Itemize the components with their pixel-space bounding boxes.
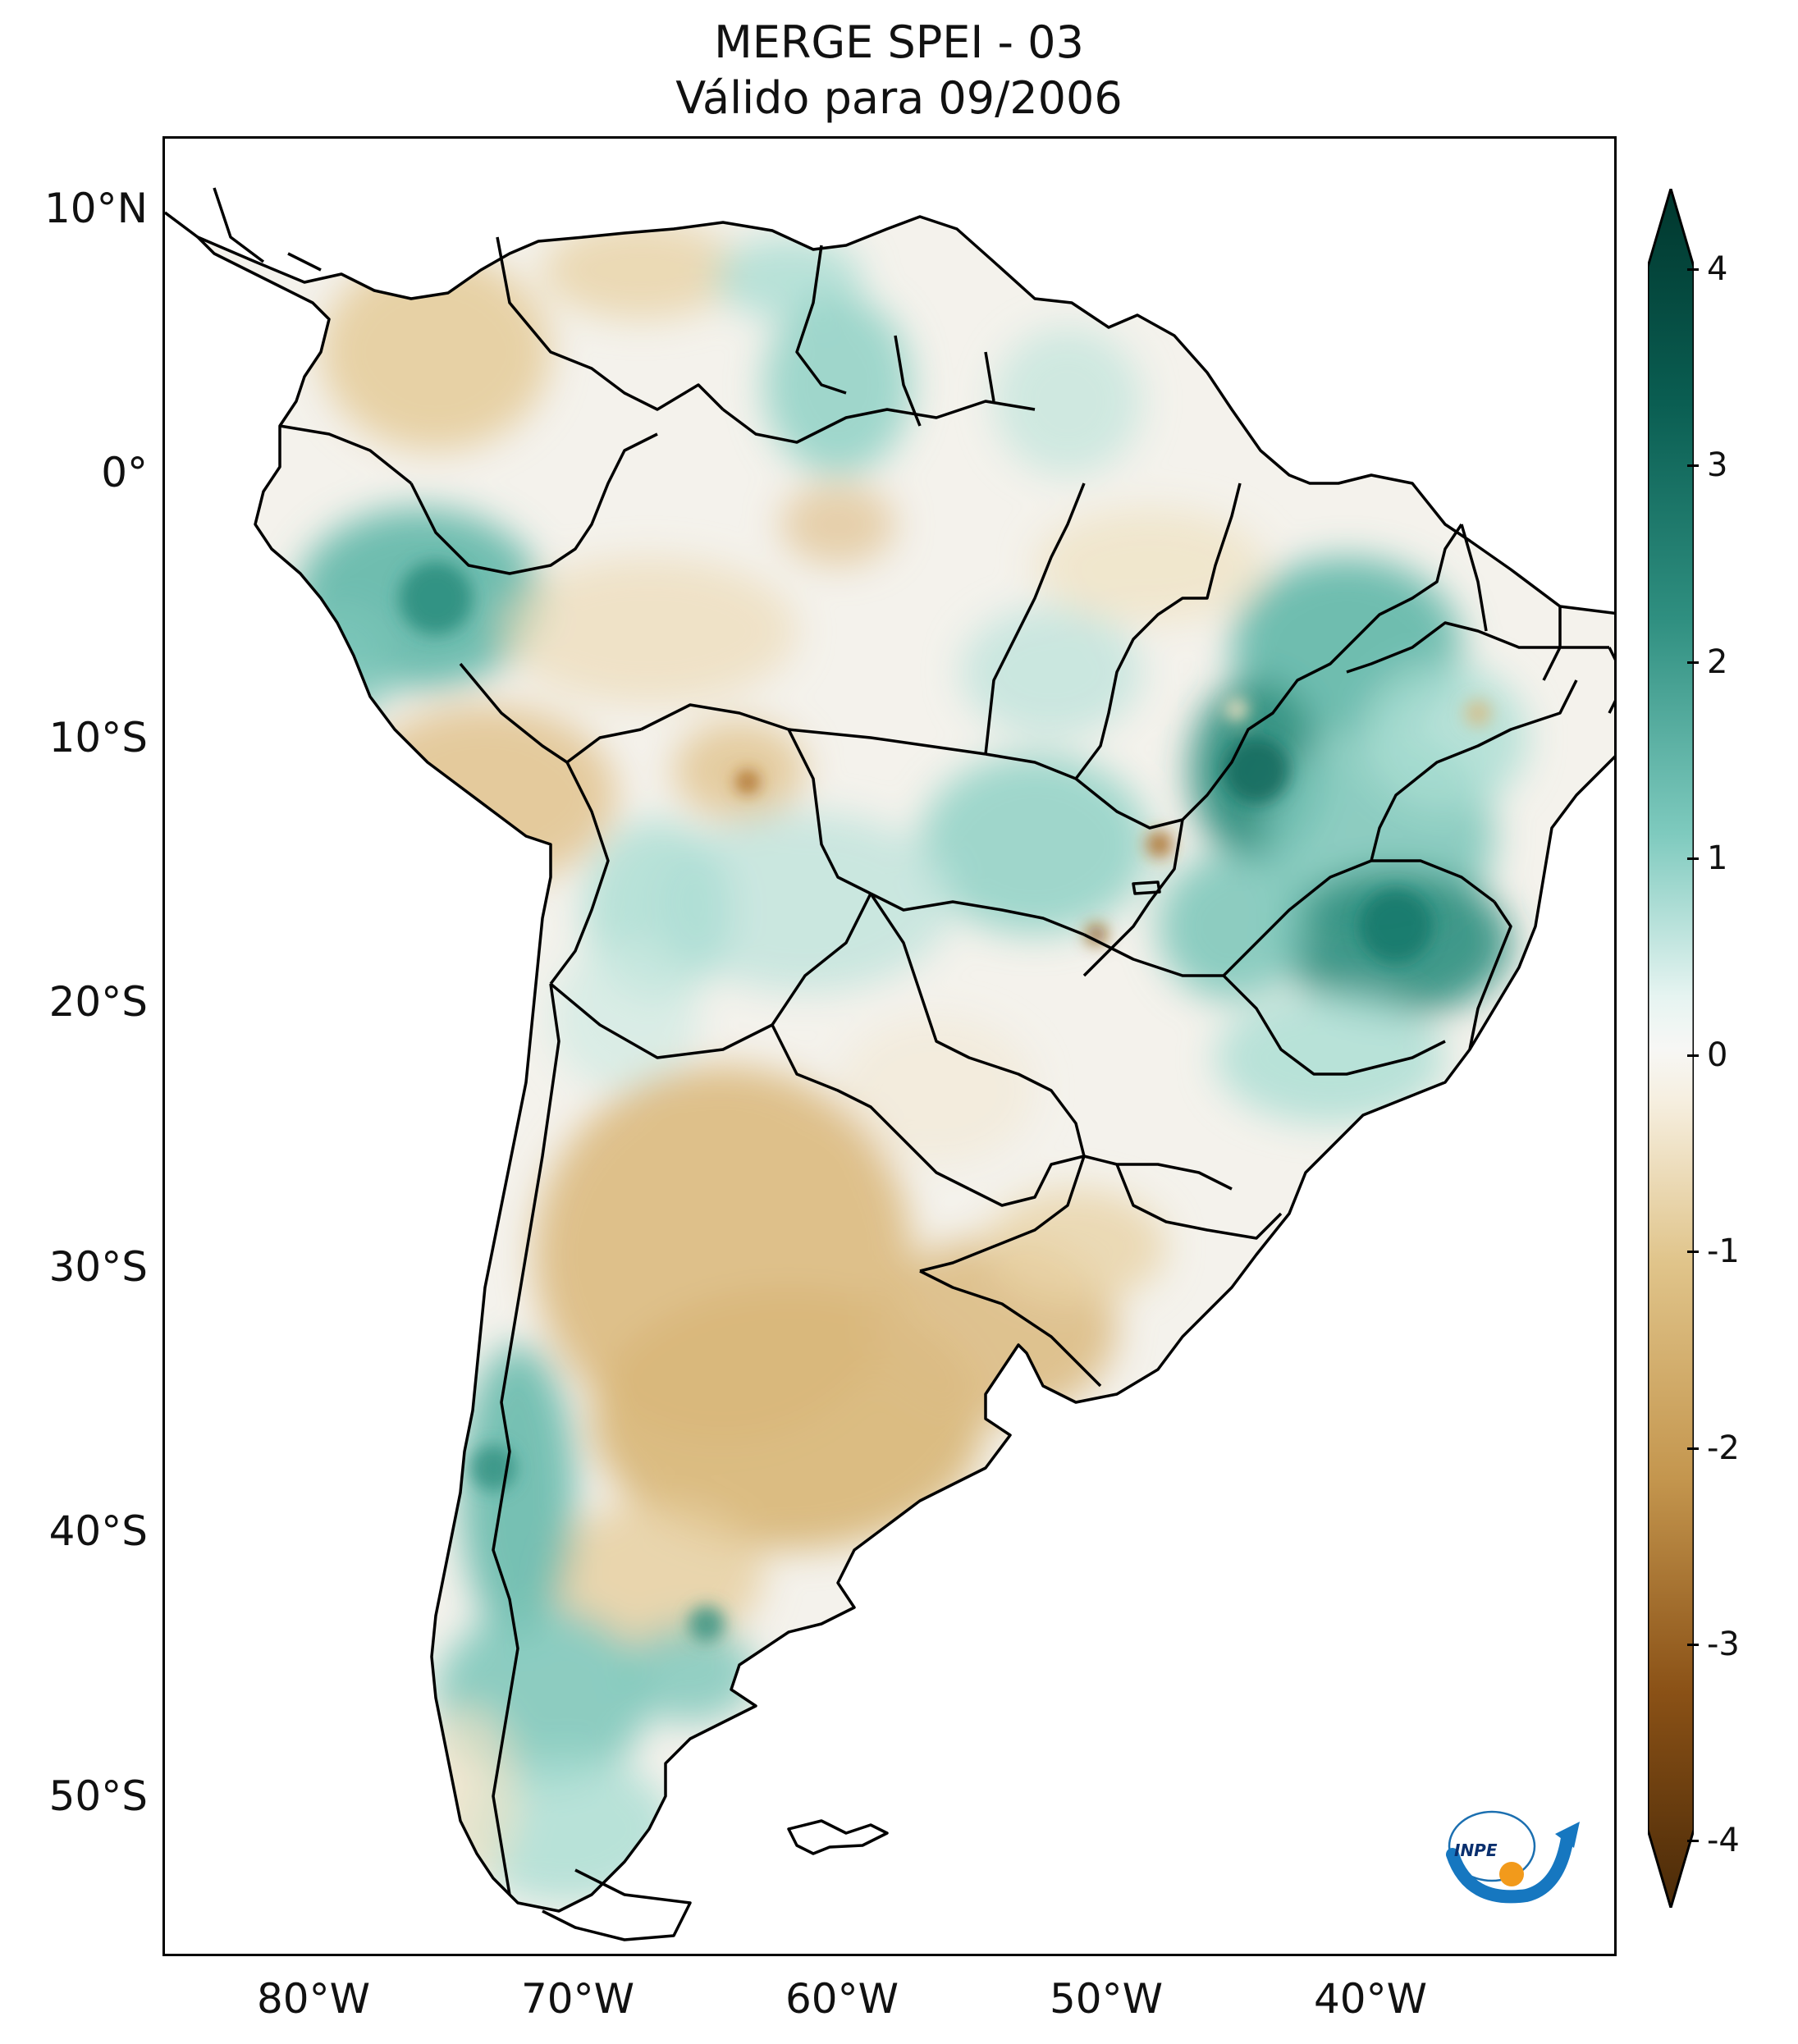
lon-label-70w: 70°W [520,1975,635,2023]
colorbar [1648,189,1694,1908]
colorbar-label-neg1: -1 [1707,1232,1740,1270]
map-subtitle: Válido para 09/2006 [675,72,1123,124]
colorbar-tick-neg1 [1687,1251,1699,1253]
colorbar-tick-neg2 [1687,1447,1699,1450]
colorbar-label-4: 4 [1707,250,1728,288]
colorbar-tick-2 [1687,661,1699,664]
south-america-map [165,187,1614,1941]
colorbar-tick-3 [1687,464,1699,467]
map-title: MERGE SPEI - 03 [714,16,1084,68]
lat-label-20s: 20°S [48,978,148,1026]
map-area[interactable] [162,136,1617,1956]
colorbar-label-0: 0 [1707,1036,1728,1074]
colorbar-label-1: 1 [1707,839,1728,877]
lon-label-80w: 80°W [256,1975,371,2023]
lat-label-10n: 10°N [43,185,148,232]
colorbar-tick-1 [1687,857,1699,860]
colorbar-label-2: 2 [1707,643,1728,681]
spei-field [280,221,1527,1903]
lat-label-10s: 10°S [48,714,148,761]
country-borders [165,187,1614,1941]
colorbar-label-neg4: -4 [1707,1822,1740,1859]
inpe-logo: INPE [1446,1810,1580,1904]
colorbar-tick-0 [1687,1054,1699,1057]
lat-label-30s: 30°S [48,1243,148,1291]
lon-label-60w: 60°W [785,1975,899,2023]
lat-label-40s: 40°S [48,1507,148,1555]
colorbar-label-neg2: -2 [1707,1429,1740,1467]
lon-label-50w: 50°W [1049,1975,1164,2023]
lat-label-50s: 50°S [48,1772,148,1820]
colorbar-label-3: 3 [1707,446,1728,484]
colorbar-tick-neg4 [1687,1840,1699,1842]
colorbar-label-neg3: -3 [1707,1626,1740,1663]
colorbar-tick-4 [1687,268,1699,271]
inpe-logo-text: INPE [1454,1841,1498,1860]
colorbar-tick-neg3 [1687,1644,1699,1646]
lat-label-0: 0° [101,449,148,496]
lon-label-40w: 40°W [1313,1975,1428,2023]
